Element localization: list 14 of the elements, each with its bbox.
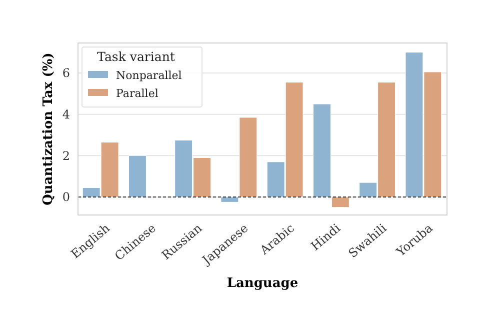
- legend-title: Task variant: [97, 49, 175, 64]
- y-axis-title: Quantization Tax (%): [41, 52, 56, 206]
- bar: [220, 196, 239, 202]
- y-tick-label: 4: [62, 108, 70, 122]
- bar: [239, 117, 258, 198]
- legend-label: Nonparallel: [116, 68, 182, 82]
- y-tick-label: 6: [62, 66, 70, 80]
- bar: [128, 155, 146, 198]
- legend-label: Parallel: [116, 86, 159, 100]
- bar: [312, 104, 331, 198]
- x-axis-title: Language: [226, 276, 298, 291]
- y-tick-label: 0: [62, 190, 70, 204]
- y-tick-label: 2: [62, 148, 70, 163]
- bar: [331, 196, 350, 208]
